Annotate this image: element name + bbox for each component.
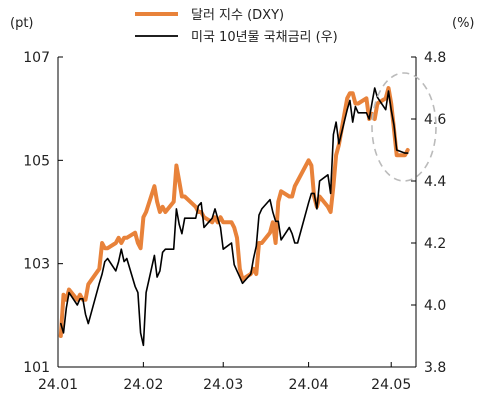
- x-tick-label: 24.05: [371, 377, 411, 393]
- left-tick-label: 105: [23, 153, 50, 169]
- right-axis-unit: (%): [452, 16, 475, 31]
- x-tick-label: 24.01: [38, 377, 78, 393]
- legend-label-yield: 미국 10년물 국채금리 (우): [191, 30, 338, 45]
- x-tick-label: 24.04: [289, 377, 329, 393]
- series-layer: [58, 86, 410, 347]
- left-axis-unit: (pt): [10, 16, 34, 31]
- left-tick-label: 103: [23, 257, 50, 273]
- highlight-ellipse: [371, 72, 437, 182]
- x-axis-ticks: 24.01 24.02 24.03 24.04 24.05: [38, 362, 411, 393]
- plot-frame: [57, 57, 417, 368]
- legend-label-dxy: 달러 지수 (DXY): [191, 8, 284, 23]
- left-tick-label: 101: [23, 360, 50, 376]
- x-tick-label: 24.02: [123, 377, 163, 393]
- legend: 달러 지수 (DXY) 미국 10년물 국채금리 (우): [135, 8, 338, 45]
- right-tick-label: 3.8: [424, 360, 446, 376]
- left-tick-label: 107: [23, 50, 50, 66]
- series-line-us10y: [59, 87, 409, 347]
- series-line-dxy: [58, 86, 410, 338]
- x-tick-label: 24.03: [203, 377, 243, 393]
- right-tick-label: 4.2: [424, 236, 446, 252]
- right-tick-label: 4.4: [424, 174, 446, 190]
- right-tick-label: 4.0: [424, 298, 446, 314]
- left-axis-ticks: 107 105 103 101: [23, 50, 63, 376]
- right-tick-label: 4.8: [424, 50, 446, 66]
